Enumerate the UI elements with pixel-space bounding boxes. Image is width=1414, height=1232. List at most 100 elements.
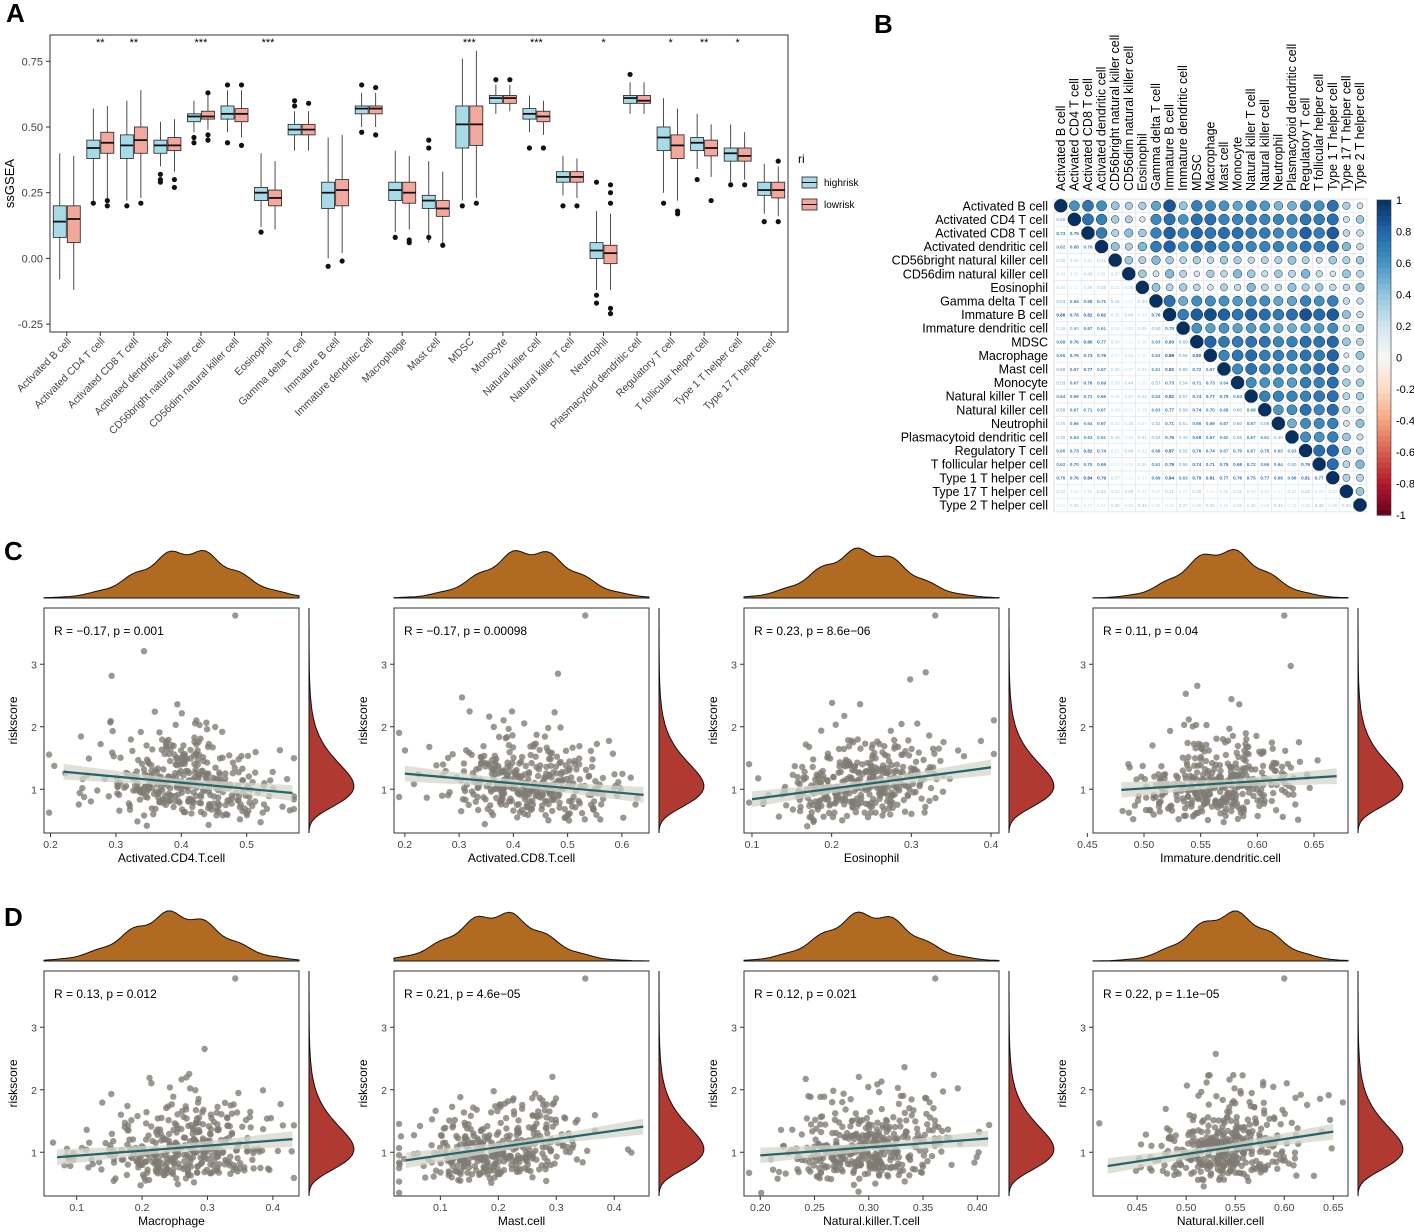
correlation-stat: R = 0.23, p = 8.6e−06 (754, 624, 871, 638)
corr-coefficient: 0.33 (1056, 272, 1065, 277)
corr-circle (1274, 269, 1283, 278)
box-lowrisk (234, 108, 249, 123)
corr-circle (1299, 213, 1312, 226)
corr-coefficient: 0.75 (1056, 476, 1065, 481)
corr-coefficient: 0.67 (1070, 380, 1079, 385)
corr-row-label: Activated dendritic cell (924, 240, 1048, 254)
data-point (259, 1087, 267, 1094)
corr-circle (1313, 349, 1325, 362)
data-point (835, 1119, 843, 1126)
corr-coefficient: 0.72 (1192, 367, 1201, 372)
corr-circle (1342, 378, 1351, 387)
data-point (148, 1123, 155, 1130)
data-point (274, 1147, 282, 1155)
corr-coefficient: 0.67 (1097, 421, 1106, 426)
corr-row-label: Activated CD8 T cell (935, 227, 1048, 241)
data-point (228, 1129, 236, 1137)
corr-coefficient: 0.35 (1247, 503, 1256, 508)
x-tick-label: 0.65 (1304, 839, 1325, 851)
y-tick-label: 0.25 (22, 188, 43, 200)
corr-coefficient: 0.82 (1084, 312, 1093, 317)
data-point (845, 762, 852, 769)
density-y (658, 971, 705, 1197)
data-point (886, 1135, 893, 1142)
data-point (894, 1135, 901, 1142)
regression-line (405, 1125, 644, 1162)
corr-coefficient: 0.52 (1152, 421, 1161, 426)
data-point (522, 788, 529, 795)
outlier-point (426, 234, 432, 240)
data-point (458, 808, 465, 815)
data-point (867, 1162, 874, 1169)
corr-circle (1178, 296, 1189, 306)
data-point (977, 737, 985, 745)
corr-circle (1150, 200, 1162, 211)
data-point (498, 1153, 506, 1160)
data-point (562, 1148, 570, 1155)
data-point (529, 1150, 536, 1157)
data-point (1173, 792, 1180, 799)
data-point (879, 1122, 886, 1129)
data-point (94, 787, 101, 794)
corr-coefficient: 0.41 (1138, 435, 1147, 440)
data-point (1226, 1076, 1233, 1083)
data-point (539, 791, 546, 798)
outlier-point (258, 229, 264, 235)
colorbar-segment (1377, 415, 1391, 422)
corr-coefficient: 0.27 (1111, 353, 1120, 358)
data-point (810, 818, 817, 826)
data-point (290, 1122, 298, 1129)
colorbar-segment (1377, 273, 1391, 280)
data-point (173, 1175, 180, 1182)
corr-circle (1232, 200, 1243, 211)
data-point (1200, 1117, 1207, 1124)
corr-circle (1244, 389, 1258, 403)
data-point (551, 1160, 558, 1167)
corr-circle (1315, 283, 1324, 292)
data-point (1200, 1176, 1207, 1184)
box-highrisk (321, 181, 336, 209)
corr-circle (1260, 256, 1269, 265)
corr-coefficient: 0.66 (1192, 421, 1201, 426)
data-point (465, 1164, 473, 1171)
corr-coefficient: 0.58 (1179, 408, 1188, 413)
data-point (181, 752, 188, 760)
data-point (556, 804, 563, 811)
y-tick-label: 3 (381, 1022, 387, 1034)
corr-coefficient: 0.63 (1179, 476, 1188, 481)
outlier-point (593, 300, 600, 306)
data-point (1240, 808, 1247, 815)
x-axis-label: Mast.cell (498, 1214, 545, 1228)
data-point (806, 813, 813, 821)
corr-circle (1343, 352, 1350, 359)
corr-coefficient: 0.61 (1097, 326, 1106, 331)
data-point (832, 799, 839, 806)
data-point (925, 1126, 933, 1134)
outlier-point (373, 84, 379, 91)
data-point (1162, 1105, 1169, 1113)
data-point (449, 751, 456, 758)
x-tick-label: 0.45 (1127, 1202, 1148, 1214)
data-point (810, 801, 817, 809)
data-point (549, 1101, 556, 1108)
corr-circle (1232, 213, 1244, 225)
corr-circle (1190, 335, 1204, 349)
data-point (569, 744, 576, 751)
data-point (395, 729, 403, 736)
significance-mark: * (668, 37, 673, 49)
corr-coefficient: 0.69 (1097, 462, 1106, 467)
corr-coefficient: 0.82 (1165, 394, 1174, 399)
corr-coefficient: 0.70 (1233, 448, 1242, 453)
corr-circle (1313, 200, 1325, 212)
corr-coefficient: 0.80 (1192, 353, 1201, 358)
data-point (1289, 785, 1297, 792)
corr-coefficient: 0.63 (1152, 394, 1161, 399)
data-point (263, 1115, 271, 1122)
data-point (533, 1120, 540, 1127)
corr-circle (1149, 294, 1163, 308)
colorbar-segment (1377, 236, 1391, 243)
data-point (775, 813, 783, 820)
data-point (918, 795, 925, 802)
data-point (1190, 1134, 1197, 1141)
data-point (206, 1170, 214, 1177)
